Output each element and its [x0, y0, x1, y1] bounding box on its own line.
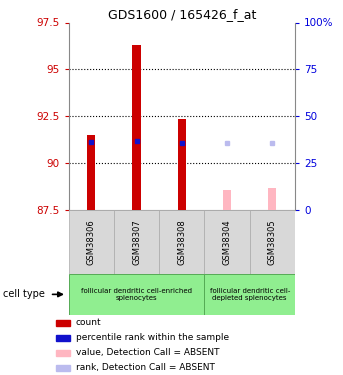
Text: GSM38308: GSM38308 — [177, 219, 186, 265]
FancyBboxPatch shape — [204, 210, 250, 274]
Bar — [268, 188, 276, 210]
FancyBboxPatch shape — [114, 210, 159, 274]
Bar — [87, 135, 95, 210]
Text: value, Detection Call = ABSENT: value, Detection Call = ABSENT — [76, 348, 219, 357]
Text: follicular dendritic cell-
depleted splenocytes: follicular dendritic cell- depleted sple… — [210, 288, 290, 301]
FancyBboxPatch shape — [69, 274, 204, 315]
Bar — [132, 45, 141, 210]
Text: GSM38304: GSM38304 — [223, 219, 232, 265]
Bar — [56, 365, 70, 371]
Text: cell type: cell type — [3, 290, 45, 299]
FancyBboxPatch shape — [159, 210, 204, 274]
FancyBboxPatch shape — [250, 210, 295, 274]
Text: count: count — [76, 318, 102, 327]
Text: follicular dendritic cell-enriched
splenocytes: follicular dendritic cell-enriched splen… — [81, 288, 192, 301]
Text: GSM38305: GSM38305 — [268, 219, 277, 265]
FancyBboxPatch shape — [69, 210, 114, 274]
FancyBboxPatch shape — [204, 274, 295, 315]
Text: percentile rank within the sample: percentile rank within the sample — [76, 333, 229, 342]
Text: GSM38306: GSM38306 — [87, 219, 96, 265]
Bar — [56, 320, 70, 326]
Bar — [223, 190, 231, 210]
Bar — [56, 350, 70, 356]
Bar — [178, 119, 186, 210]
Text: rank, Detection Call = ABSENT: rank, Detection Call = ABSENT — [76, 363, 215, 372]
Bar — [56, 335, 70, 341]
Text: GSM38307: GSM38307 — [132, 219, 141, 265]
Title: GDS1600 / 165426_f_at: GDS1600 / 165426_f_at — [108, 8, 256, 21]
